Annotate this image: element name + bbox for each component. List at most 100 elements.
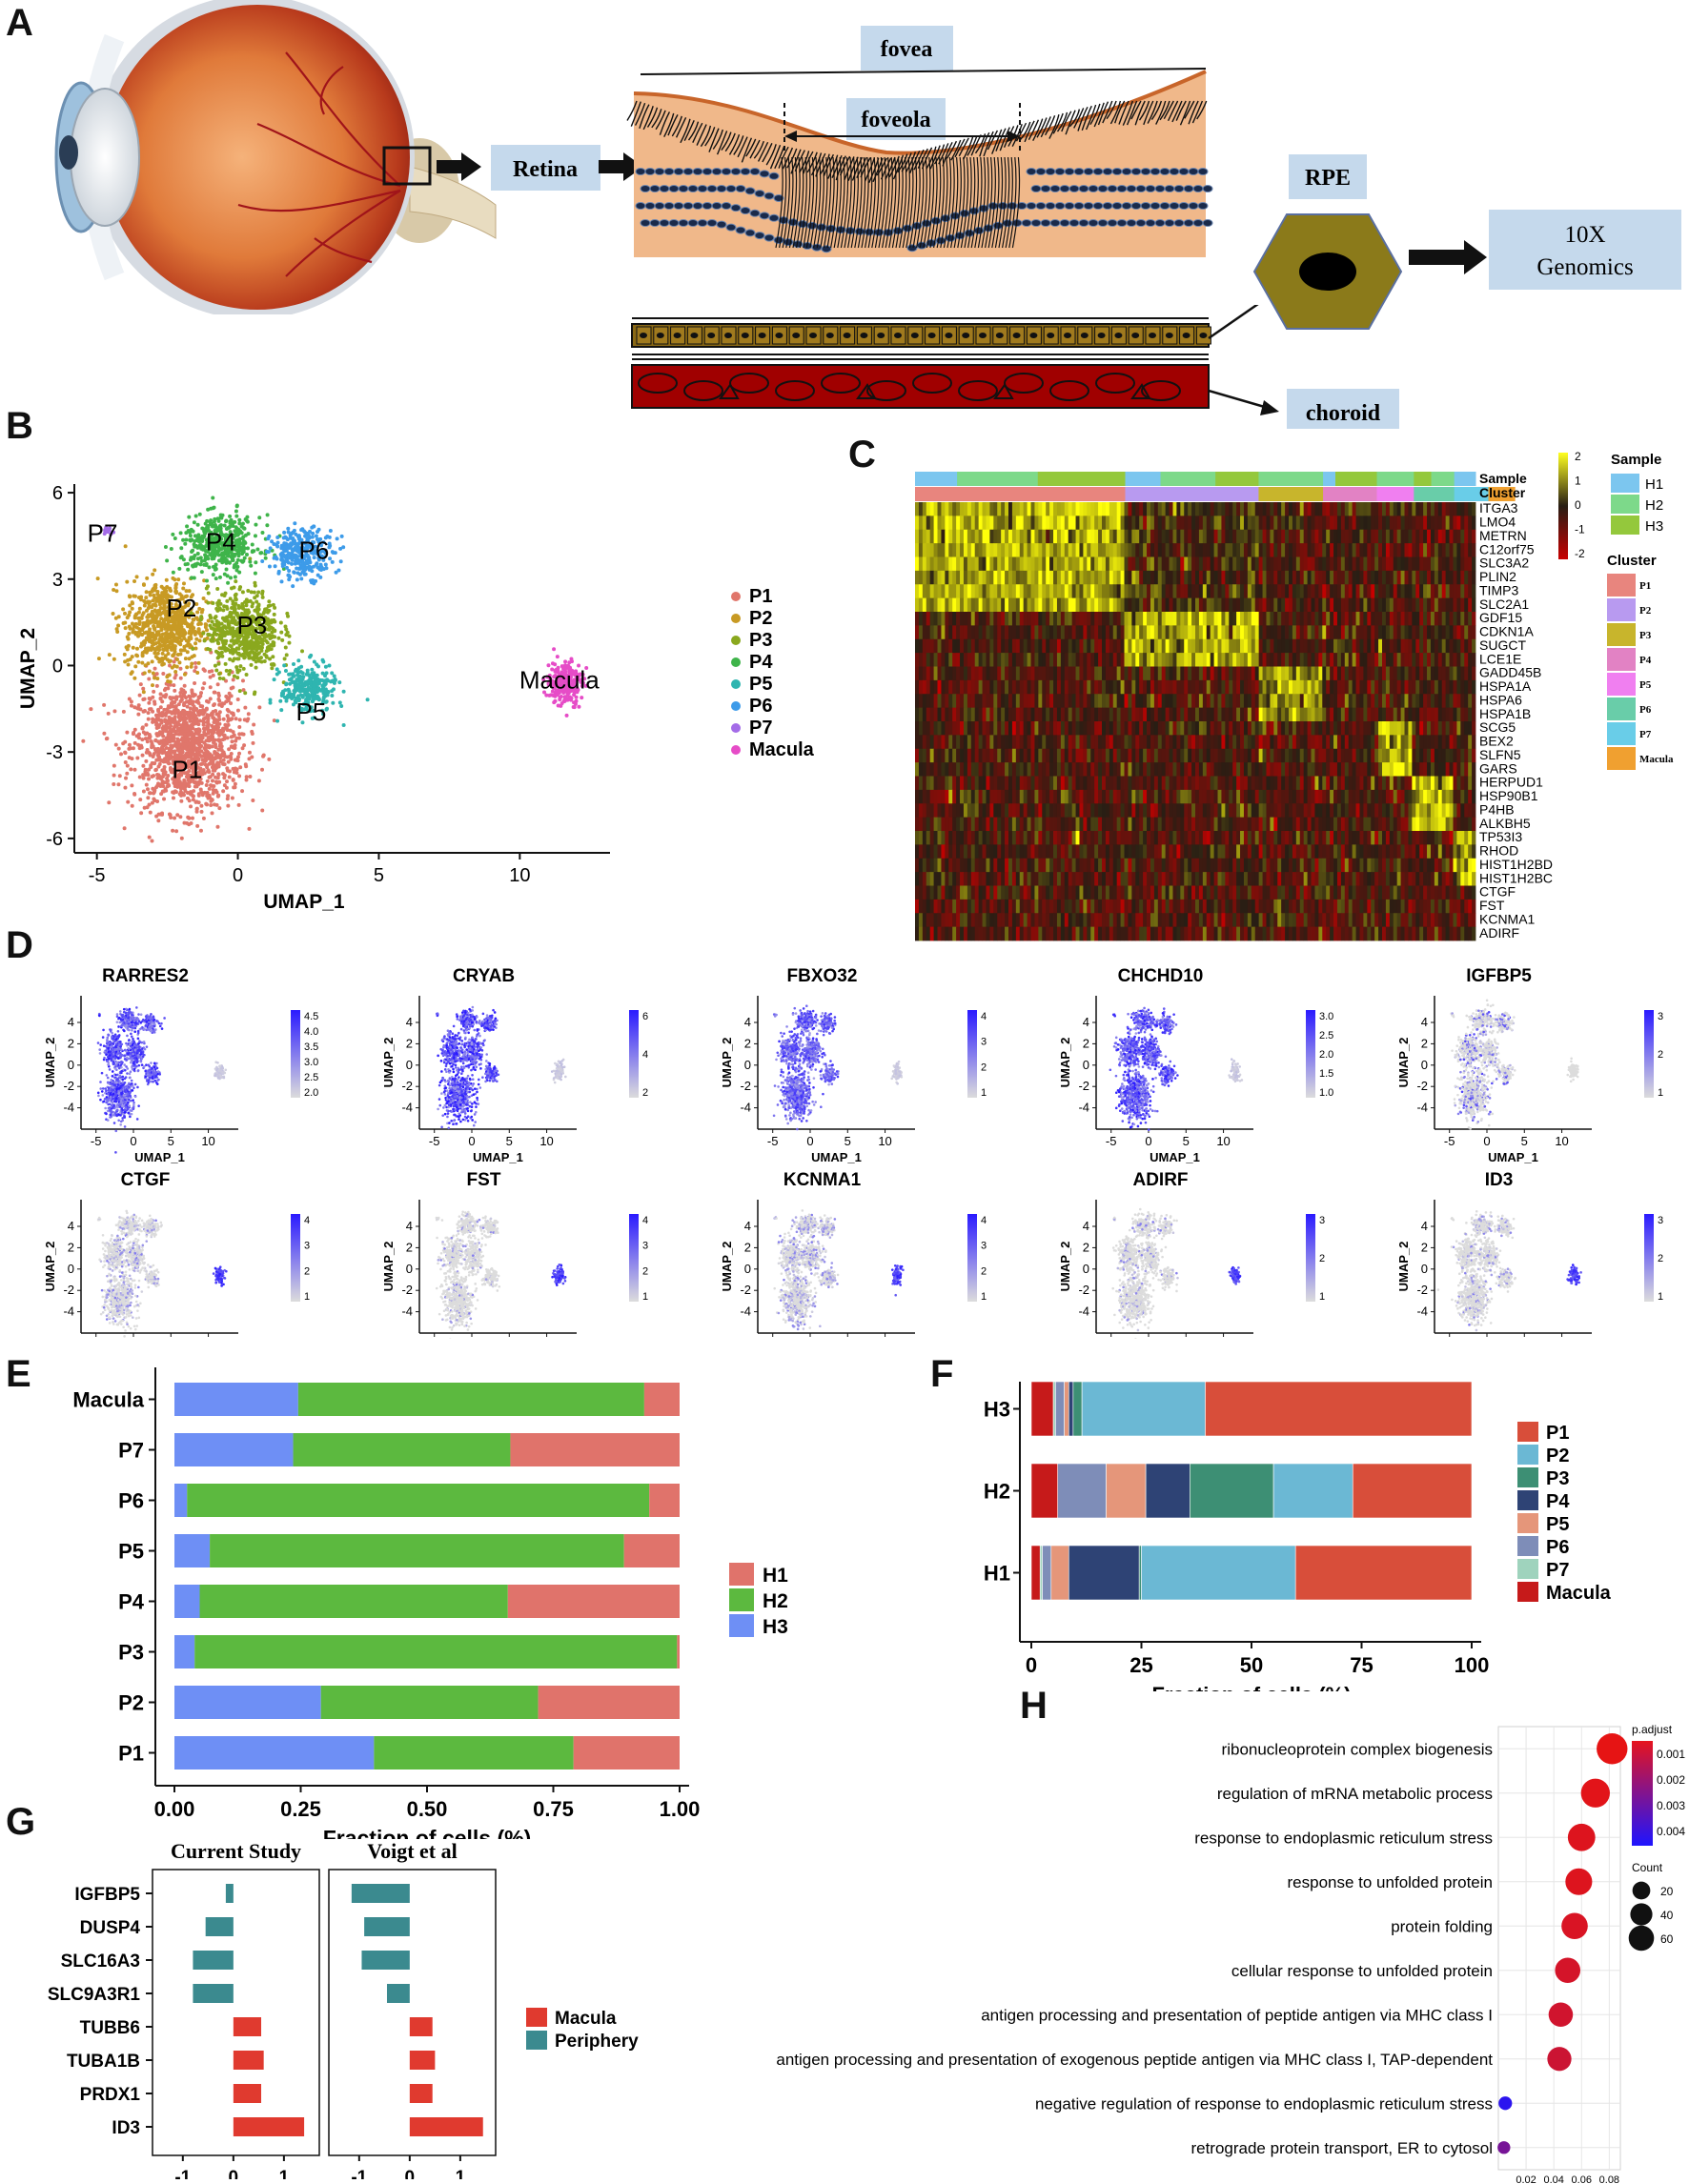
heatmap-cell [1153, 516, 1159, 531]
heatmap-cell [1232, 502, 1237, 516]
umap-point-p2 [116, 615, 121, 619]
umap-point-p1 [212, 703, 216, 708]
umap-point-p4 [234, 503, 239, 508]
umap-y-label: UMAP_2 [17, 628, 39, 709]
heatmap-cell [1217, 543, 1222, 557]
umap-point-p1 [251, 740, 255, 745]
umap-point-p1 [244, 764, 249, 769]
umap-point-p3 [226, 622, 231, 627]
heatmap-cell [1075, 570, 1080, 585]
umap-point-p3 [222, 638, 227, 643]
umap-point-p1 [183, 712, 188, 717]
umap-point-p1 [214, 775, 218, 779]
heatmap-cell [1281, 556, 1286, 572]
heatmap-cell [1240, 543, 1245, 557]
heatmap-cell [960, 570, 965, 585]
umap-point-p1 [247, 750, 252, 755]
heatmap-cell [1225, 516, 1230, 531]
heatmap-cell [1011, 543, 1017, 557]
heatmap-cell [1340, 556, 1346, 572]
umap-legend-label: P1 [749, 586, 772, 607]
heatmap-cell [1336, 516, 1342, 531]
heatmap-cell [1112, 543, 1118, 557]
heatmap-cell [1165, 570, 1170, 585]
umap-point-p3 [260, 592, 265, 597]
umap-point-p5 [331, 700, 336, 705]
umap-point-p6 [294, 559, 298, 564]
heatmap-cell [1285, 570, 1290, 585]
umap-point-p1 [225, 714, 230, 718]
heatmap-cell [945, 529, 949, 544]
umap-point-p2 [172, 663, 176, 668]
umap-point-p6 [330, 559, 335, 564]
umap-point-p5 [292, 674, 296, 678]
umap-point-p6 [318, 549, 323, 554]
heatmap-cell [1318, 570, 1323, 585]
heatmap-cell [1210, 556, 1214, 572]
umap-point-p3 [250, 634, 254, 638]
umap-point-p3 [249, 662, 254, 667]
umap-point-p1 [210, 738, 214, 742]
heatmap-cell [1217, 516, 1222, 531]
umap-point-p1 [173, 673, 178, 677]
umap-point-p4 [253, 534, 257, 538]
heatmap-cell [929, 570, 934, 585]
umap-point-p2 [114, 589, 119, 594]
umap-point-p1 [198, 828, 203, 833]
umap-point-p2 [142, 603, 147, 608]
umap-point-p2 [143, 663, 148, 668]
heatmap-cell [1169, 529, 1173, 544]
umap-point-p2 [196, 622, 201, 627]
umap-point-p1 [157, 748, 162, 753]
heatmap-cell [933, 516, 938, 531]
heatmap-cell [1378, 502, 1383, 516]
umap-point-p1 [152, 699, 156, 704]
umap-points [81, 495, 589, 843]
umap-point-p2 [125, 579, 130, 584]
umap-point-p1 [172, 659, 176, 664]
heatmap-cell [1217, 502, 1222, 516]
foveola-label-box [846, 98, 946, 140]
heatmap-cell [1371, 529, 1375, 544]
umap-point-p4 [234, 509, 238, 514]
heatmap-cell [982, 502, 987, 516]
heatmap-cell [1382, 529, 1387, 544]
heatmap-cell [1225, 570, 1230, 585]
umap-point-p5 [275, 718, 280, 723]
umap-point-p1 [214, 709, 218, 714]
umap-point-p3 [213, 663, 217, 668]
umap-point-p1 [157, 741, 162, 746]
heatmap-cell [967, 502, 972, 516]
umap-point-p1 [174, 741, 179, 746]
heatmap-cell [967, 570, 972, 585]
heatmap-cell [1374, 502, 1379, 516]
umap-point-p1 [208, 685, 213, 690]
heatmap-cell [1109, 556, 1114, 572]
umap-point-p5 [291, 702, 295, 707]
heatmap-cell [1030, 502, 1035, 516]
heatmap-cell [1221, 570, 1226, 585]
umap-point-p4 [242, 556, 247, 560]
umap-point-p2 [167, 673, 172, 677]
heatmap-cell [1363, 570, 1368, 585]
heatmap-cell [1419, 543, 1424, 557]
heatmap-cell [1109, 543, 1114, 557]
umap-point-p3 [216, 655, 221, 659]
umap-point-p5 [337, 680, 342, 685]
heatmap-cell [997, 502, 1002, 516]
heatmap-cell [1243, 502, 1249, 516]
heatmap-cell [1172, 529, 1177, 544]
heatmap-cell [1150, 529, 1155, 544]
umap-point-p5 [306, 688, 311, 693]
umap-point-p4 [224, 519, 229, 524]
umap-point-p2 [197, 638, 202, 643]
heatmap-cell [1098, 502, 1103, 516]
umap-point-p1 [169, 816, 173, 820]
heatmap-cell [1071, 516, 1076, 531]
umap-point-p1 [175, 768, 180, 773]
umap-point-p3 [218, 601, 223, 606]
heatmap-cell [1299, 516, 1305, 531]
heatmap-cell [1202, 502, 1208, 516]
heatmap-cell [1359, 556, 1364, 572]
umap-point-p1 [181, 784, 186, 789]
